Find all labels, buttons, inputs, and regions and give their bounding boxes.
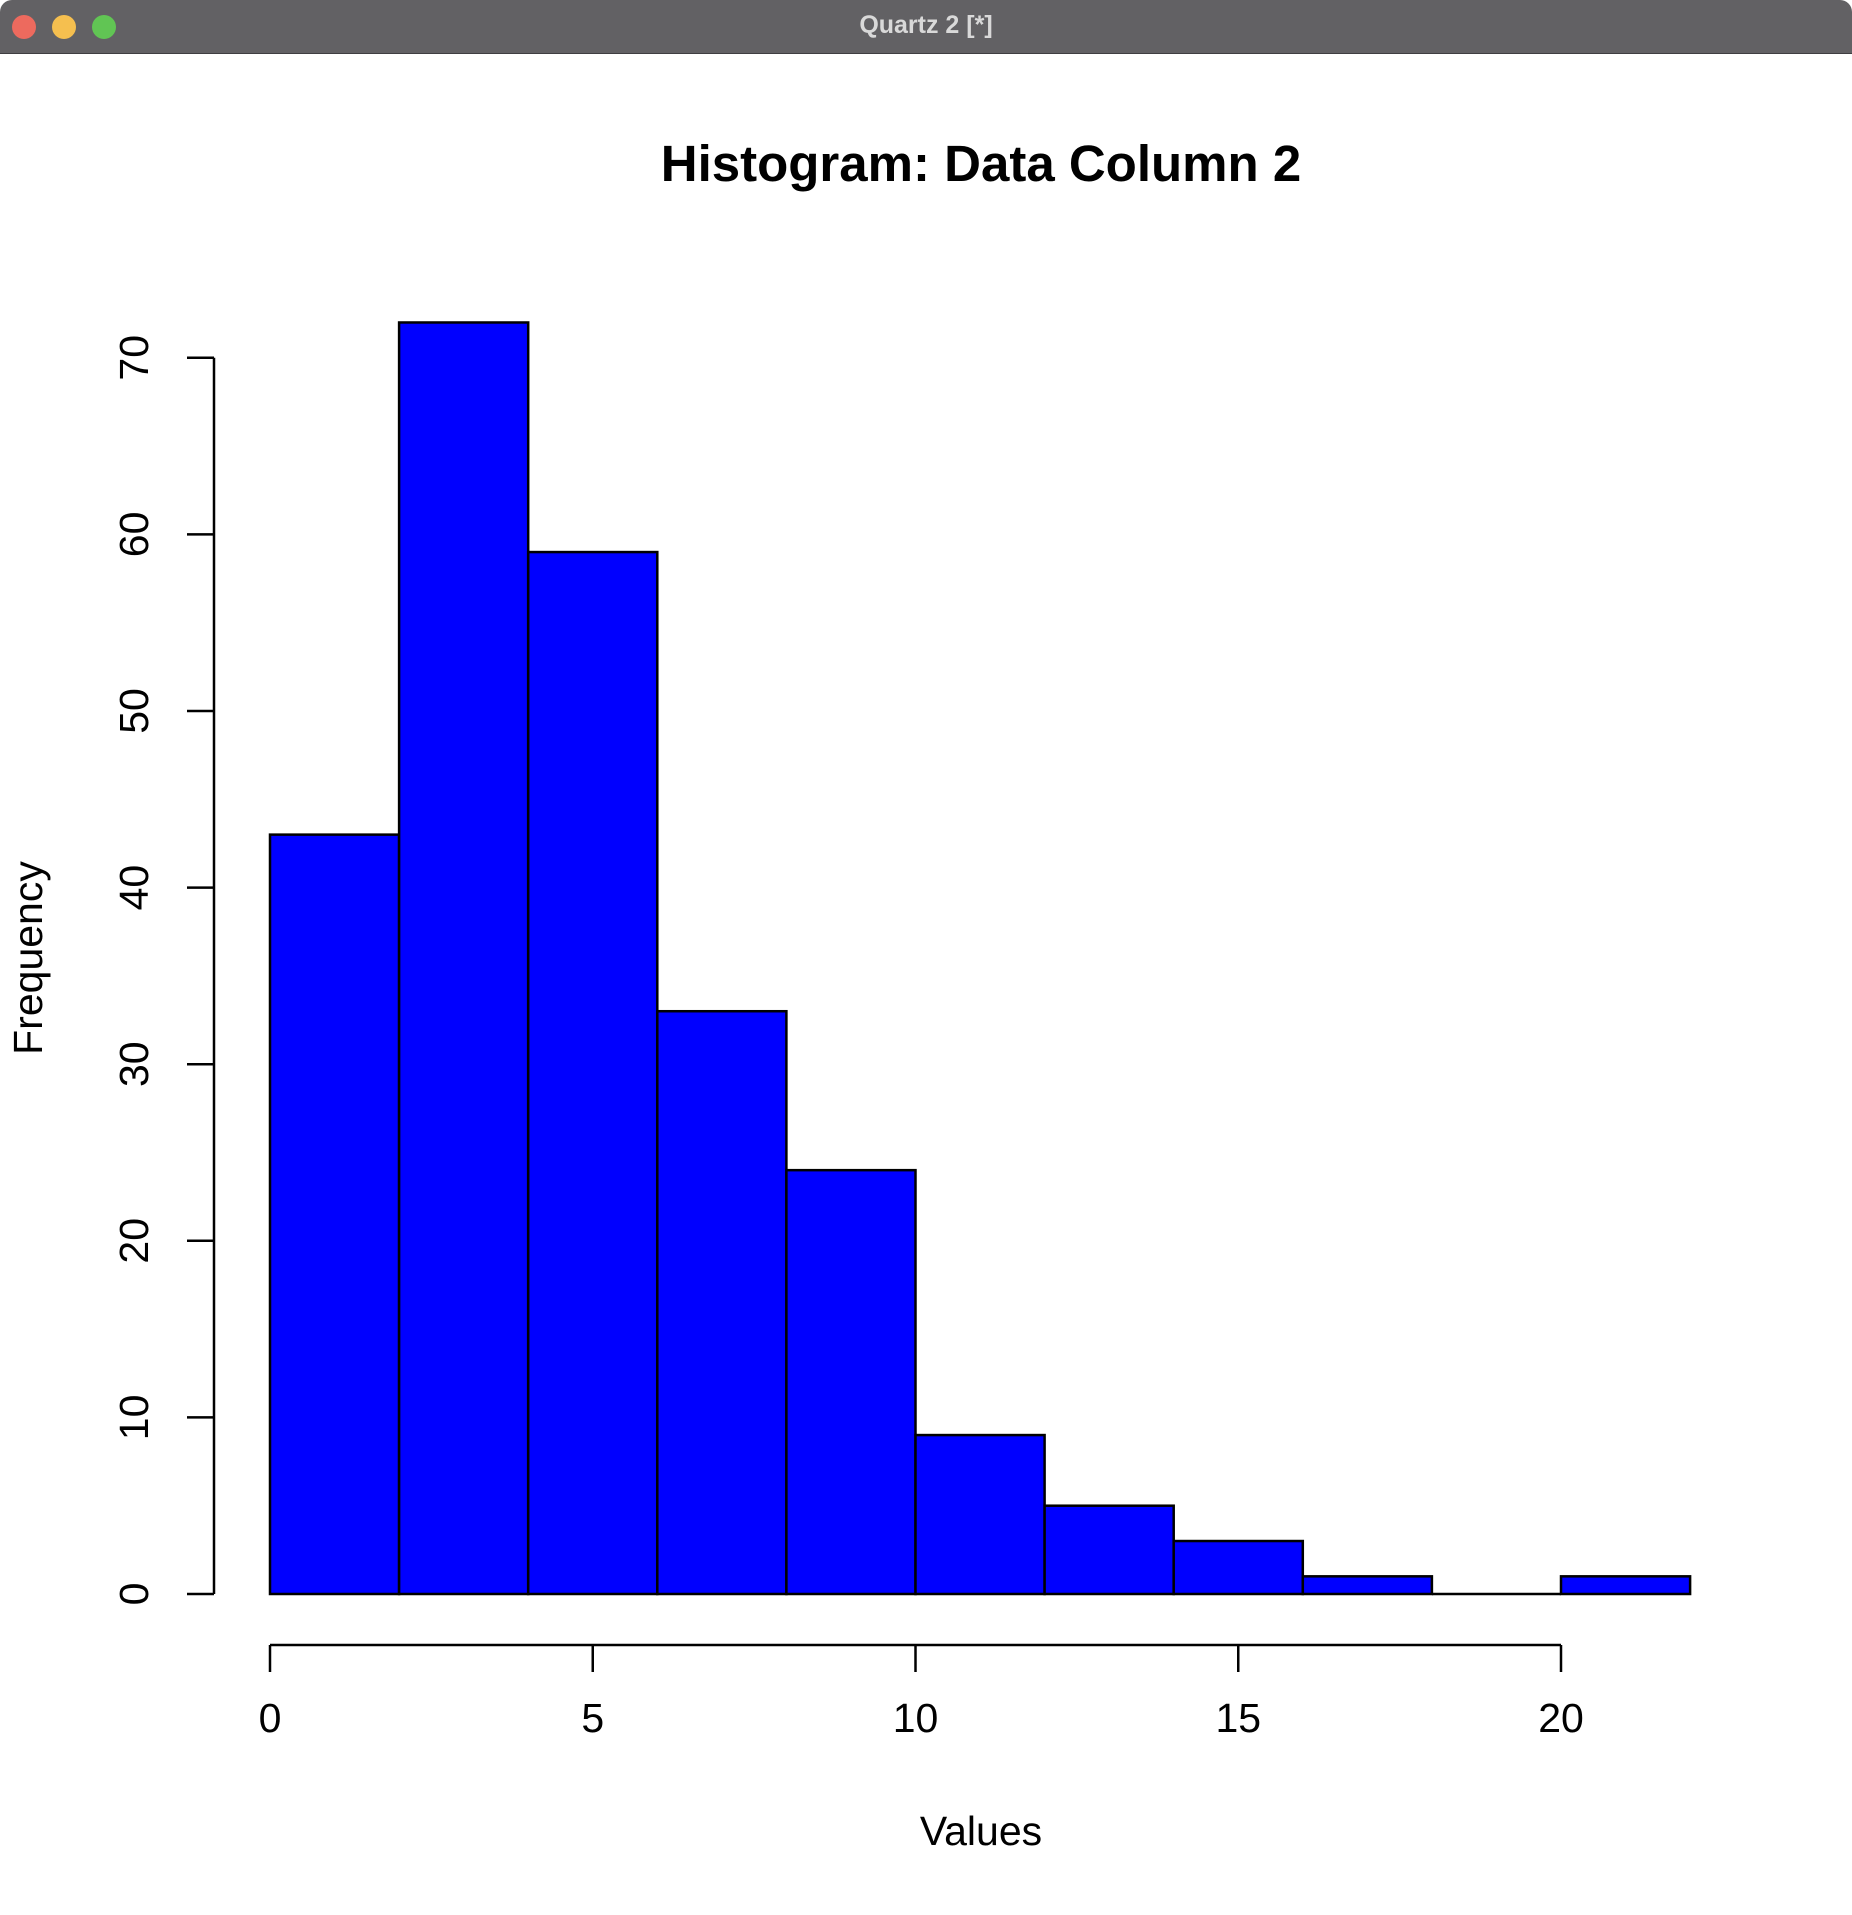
x-axis-label: Values <box>920 1808 1042 1854</box>
histogram-bar <box>1172 1539 1305 1596</box>
zoom-button[interactable] <box>92 15 116 39</box>
y-tick-label: 30 <box>111 1041 157 1087</box>
histogram-bar <box>268 833 401 1596</box>
x-axis: 0 5 10 15 20 <box>259 1643 1584 1741</box>
y-axis-label: Frequency <box>5 861 51 1055</box>
x-tick-label: 15 <box>1215 1695 1261 1741</box>
y-tick-label: 70 <box>111 335 157 381</box>
y-tick-label: 40 <box>111 865 157 911</box>
chart-title: Histogram: Data Column 2 <box>661 135 1301 192</box>
x-tick-label: 5 <box>581 1695 604 1741</box>
histogram-bar <box>397 321 530 1596</box>
histogram-chart: Histogram: Data Column 2 Values Frequenc… <box>5 135 1692 1854</box>
plot-area: Histogram: Data Column 2 Values Frequenc… <box>0 54 1852 1910</box>
histogram-bar <box>785 1168 917 1596</box>
y-axis: 0 10 20 30 40 50 60 70 <box>111 335 216 1606</box>
bars-group <box>268 321 1692 1596</box>
x-tick-label: 20 <box>1538 1695 1584 1741</box>
histogram-bar <box>1301 1575 1434 1596</box>
title-bar[interactable]: Quartz 2 [*] <box>0 0 1852 54</box>
histogram-bar <box>656 1009 788 1596</box>
x-tick-label: 0 <box>259 1695 282 1741</box>
x-tick-label: 10 <box>893 1695 939 1741</box>
close-button[interactable] <box>12 15 36 39</box>
window-title: Quartz 2 [*] <box>859 11 993 39</box>
histogram-bar <box>914 1433 1046 1596</box>
y-tick-label: 50 <box>111 688 157 734</box>
y-tick-label: 60 <box>111 512 157 558</box>
y-tick-label: 20 <box>111 1218 157 1264</box>
histogram-bar <box>1559 1575 1692 1596</box>
y-tick-label: 10 <box>111 1395 157 1441</box>
y-tick-label: 0 <box>111 1583 157 1606</box>
histogram-bar <box>526 550 659 1596</box>
minimize-button[interactable] <box>52 15 76 39</box>
histogram-bar <box>1043 1504 1175 1596</box>
